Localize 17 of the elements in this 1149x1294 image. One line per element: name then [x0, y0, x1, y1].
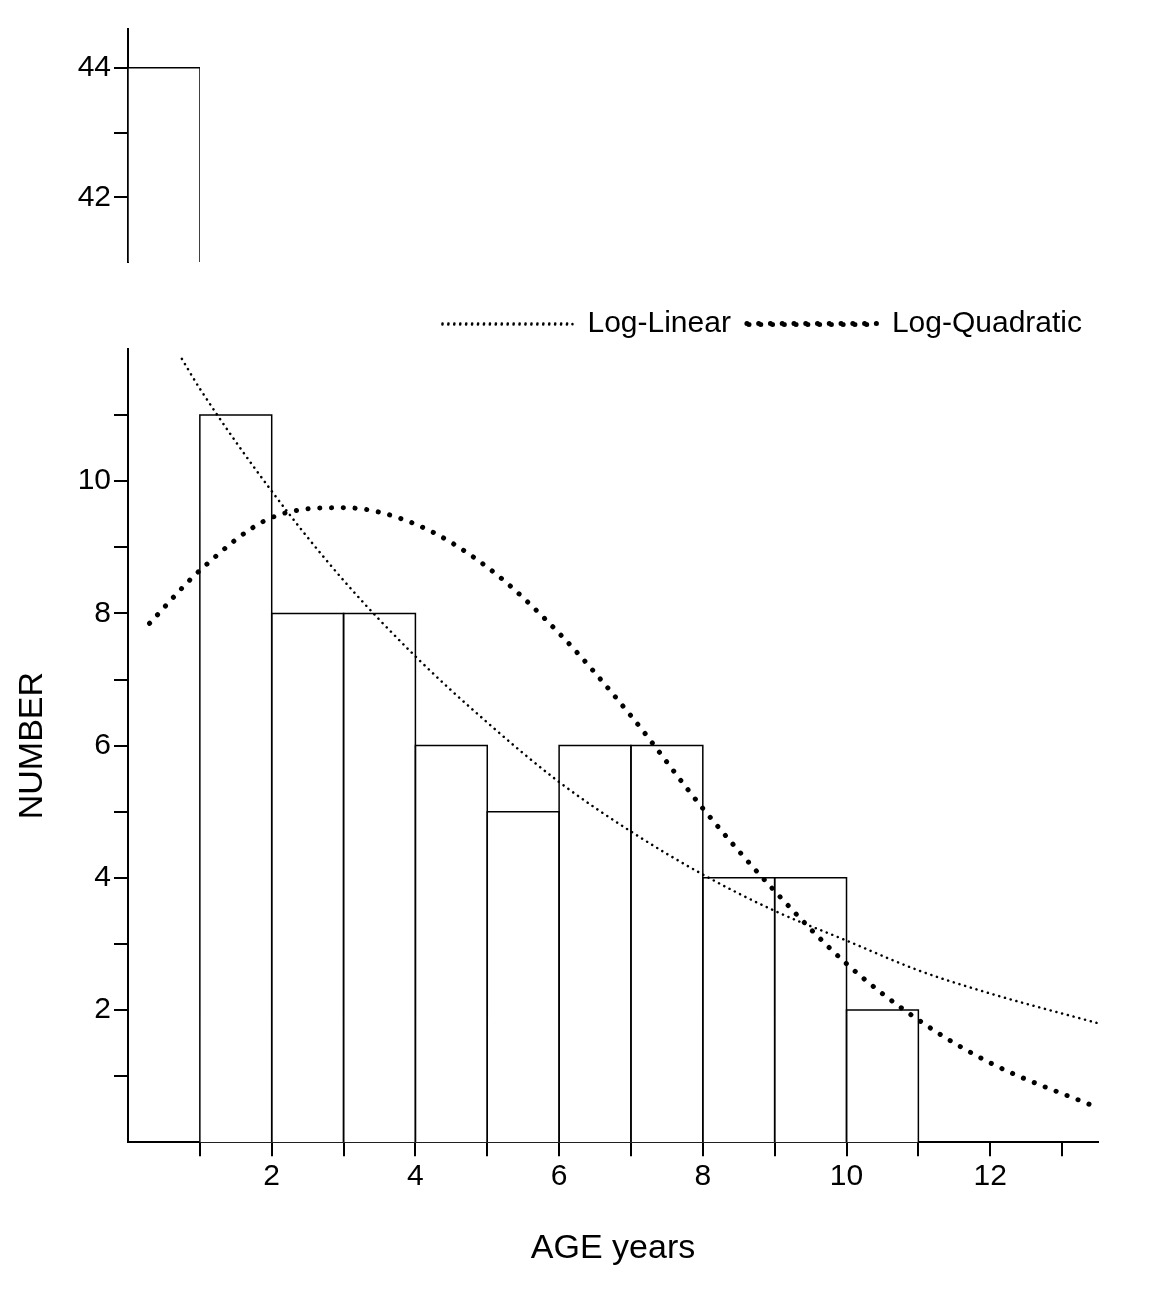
- y-tick-label: 10: [77, 462, 111, 496]
- y-tick-label: 2: [94, 991, 111, 1025]
- y-tick-label: 6: [94, 726, 111, 760]
- x-tick-label: 4: [407, 1158, 424, 1192]
- y-tick-label: 44: [77, 49, 111, 83]
- x-tick-label: 2: [263, 1158, 281, 1192]
- x-tick-label: 8: [694, 1158, 712, 1192]
- x-tick-label: 12: [973, 1158, 1007, 1192]
- legend-label: Log-Linear: [587, 305, 731, 339]
- x-axis-title: AGE years: [530, 1226, 696, 1265]
- y-tick-label: 42: [77, 178, 111, 212]
- y-axis-title: NUMBER: [10, 671, 49, 820]
- legend-label: Log-Quadratic: [891, 305, 1082, 339]
- x-tick-label: 10: [829, 1158, 864, 1192]
- y-tick-label: 8: [94, 594, 111, 628]
- y-tick-label: 4: [94, 859, 111, 893]
- x-tick-label: 6: [550, 1158, 568, 1192]
